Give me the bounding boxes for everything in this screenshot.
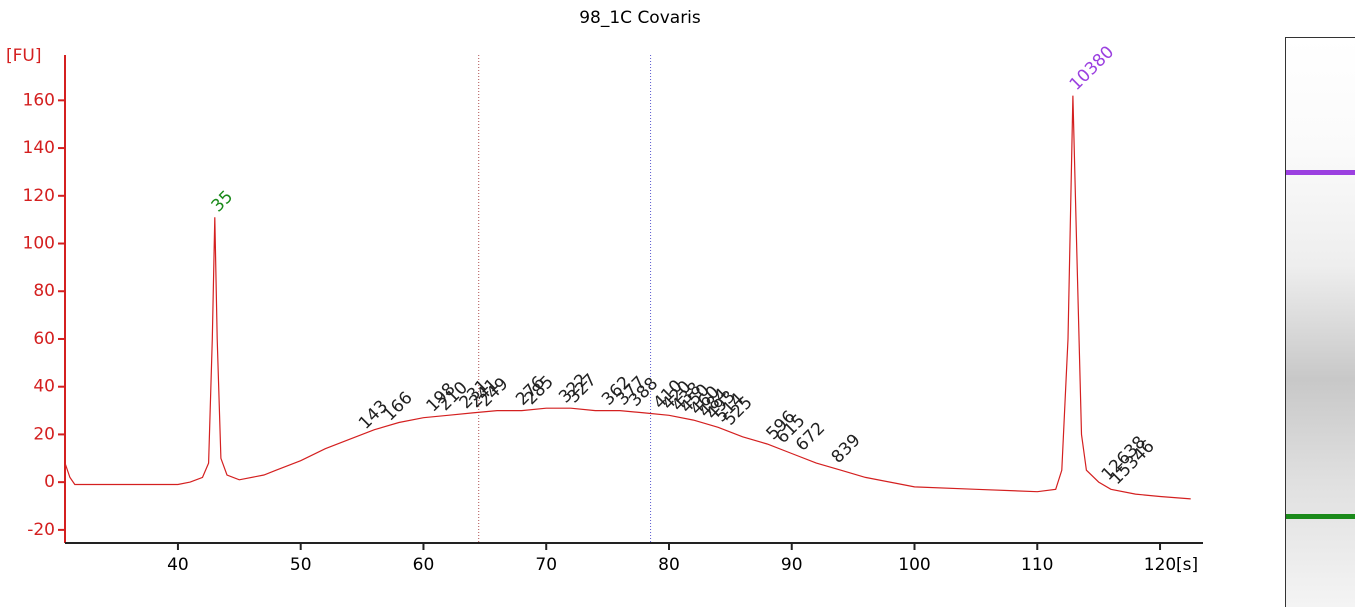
x-tick-label: 40: [167, 555, 189, 575]
lower-marker-band: [1286, 514, 1355, 519]
x-tick-label: 60: [413, 555, 435, 575]
y-tick-label: -20: [27, 520, 55, 540]
x-tick-label: 70: [535, 555, 557, 575]
y-tick-label: 60: [33, 329, 55, 349]
x-tick-label: 120: [1144, 555, 1176, 575]
chart-title: 98_1C Covaris: [579, 8, 701, 28]
y-tick-label: 40: [33, 377, 55, 397]
y-tick-label: 20: [33, 424, 55, 444]
peak-label: 35: [208, 187, 237, 216]
x-axis-label: [s]: [1176, 555, 1198, 575]
trace: [64, 95, 1191, 500]
x-tick-label: 50: [290, 555, 312, 575]
y-tick-label: 140: [23, 138, 55, 158]
peak-label: 839: [828, 430, 865, 467]
x-tick-label: 80: [658, 555, 680, 575]
upper-marker-band: [1286, 170, 1355, 175]
y-tick-label: 80: [33, 281, 55, 301]
peak-label: 10380: [1066, 42, 1118, 94]
y-tick-label: 160: [23, 90, 55, 110]
x-tick-label: 90: [781, 555, 803, 575]
gel-lane: [1285, 37, 1355, 607]
y-tick-label: 0: [44, 472, 55, 492]
chart: 98_1C Covaris [FU] -20 0 20 40 60 80 100 120 140…: [6, 8, 1203, 575]
y-tick-label: 120: [23, 186, 55, 206]
y-tick-label: 100: [23, 234, 55, 254]
x-tick-label: 110: [1021, 555, 1053, 575]
x-tick-label: 100: [898, 555, 930, 575]
y-axis-label: [FU]: [6, 46, 42, 66]
